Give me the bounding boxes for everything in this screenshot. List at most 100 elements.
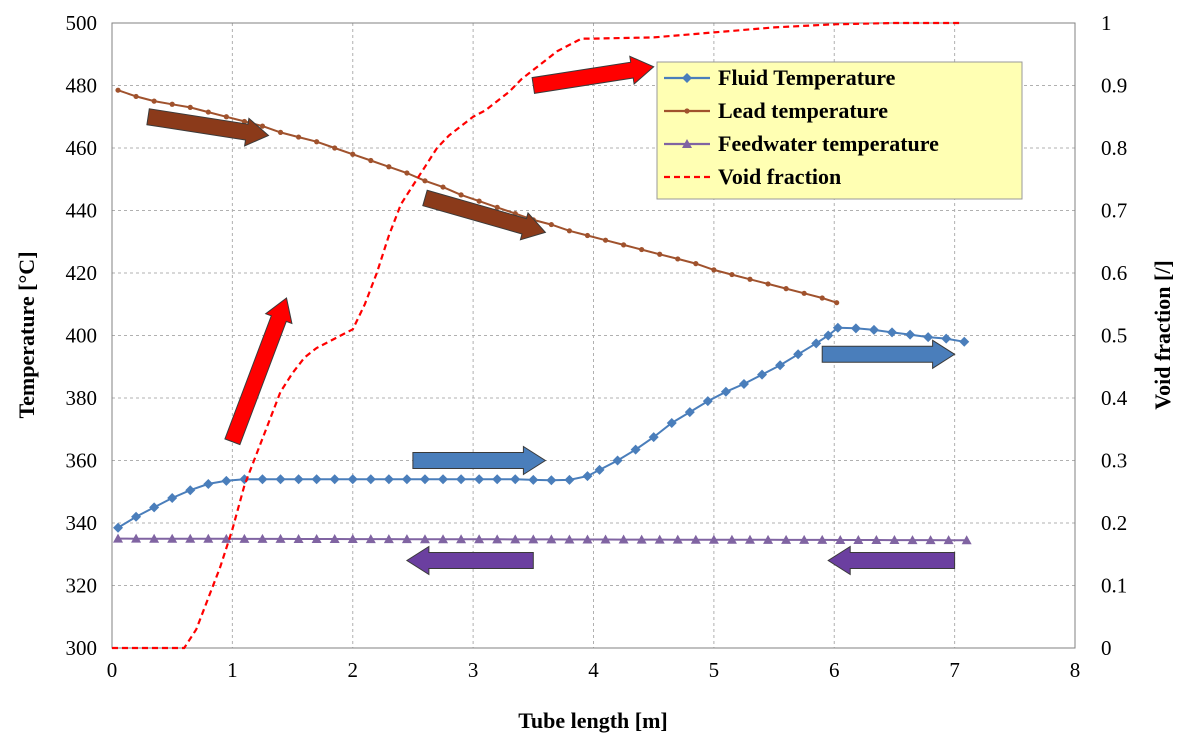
data-point <box>492 474 503 485</box>
data-point <box>295 134 302 140</box>
data-point <box>639 246 645 253</box>
data-point <box>923 332 934 343</box>
data-point <box>528 534 539 544</box>
data-point <box>221 533 232 543</box>
data-point <box>440 184 446 190</box>
data-point <box>169 101 175 107</box>
legend-item: Fluid Temperature <box>664 65 896 90</box>
x-tick-label: 8 <box>1070 658 1081 682</box>
data-point <box>401 474 412 485</box>
data-point <box>185 485 196 496</box>
annotation-arrows <box>146 55 956 576</box>
data-point <box>332 145 338 151</box>
data-point <box>582 471 593 482</box>
data-point <box>905 329 916 340</box>
data-point <box>474 534 485 544</box>
plot-area-border <box>111 22 1076 649</box>
data-point <box>546 475 557 486</box>
data-point <box>943 535 954 545</box>
data-point <box>187 104 193 110</box>
legend: Fluid Temperature Lead temperature Feedwat… <box>656 61 1023 200</box>
data-point <box>684 108 690 114</box>
data-point <box>275 533 286 543</box>
legend-label: Void fraction <box>718 164 841 189</box>
data-point <box>149 502 160 513</box>
data-point <box>329 474 340 485</box>
y-right-tick-label: 0.7 <box>1101 199 1127 223</box>
data-point <box>277 129 284 135</box>
data-point <box>113 522 124 533</box>
data-point <box>205 109 211 115</box>
data-point <box>675 256 681 262</box>
x-tick-label: 5 <box>709 658 720 682</box>
data-point <box>492 534 503 544</box>
data-point <box>293 474 304 485</box>
y-right-tick-label: 0.1 <box>1101 574 1127 598</box>
y-left-tick-label: 460 <box>66 136 98 160</box>
data-point <box>941 333 952 344</box>
data-point <box>648 432 659 443</box>
data-point <box>221 475 232 486</box>
data-point <box>834 300 840 306</box>
data-point <box>401 534 412 544</box>
data-point <box>419 534 430 544</box>
y-right-tick-label: 0 <box>1101 636 1112 660</box>
x-tick-label: 1 <box>227 658 238 682</box>
data-point <box>783 286 789 292</box>
series-line <box>112 21 961 650</box>
data-point <box>383 534 394 544</box>
data-point <box>293 533 304 543</box>
y-left-tick-label: 320 <box>66 574 98 598</box>
data-point <box>757 369 768 380</box>
data-point <box>203 533 214 543</box>
data-point <box>404 170 410 176</box>
data-point <box>811 338 822 349</box>
data-point <box>738 378 749 389</box>
data-point <box>386 164 392 170</box>
data-point <box>474 474 485 485</box>
data-point <box>257 533 268 543</box>
data-point <box>131 511 142 522</box>
data-point <box>203 478 214 489</box>
data-point <box>702 396 713 407</box>
data-point <box>889 535 900 545</box>
data-point <box>259 123 266 129</box>
data-point <box>801 290 807 296</box>
y-left-tick-label: 300 <box>66 636 98 660</box>
data-point <box>223 114 229 120</box>
y-left-tick-label: 340 <box>66 511 98 535</box>
y-right-tick-label: 0.9 <box>1101 74 1127 98</box>
data-point <box>566 228 573 234</box>
data-point <box>618 534 629 544</box>
data-point <box>151 98 157 104</box>
data-point <box>871 535 882 545</box>
y-left-tick-label: 400 <box>66 324 98 348</box>
data-point <box>666 418 677 428</box>
x-tick-label: 2 <box>348 658 359 682</box>
data-point <box>241 118 248 125</box>
data-point <box>548 221 554 228</box>
arrow-blue-1 <box>412 445 547 476</box>
series-feedwater-temperature <box>113 533 972 545</box>
data-point <box>682 73 692 83</box>
data-point <box>311 474 322 485</box>
data-point <box>630 444 641 455</box>
x-tick-label: 0 <box>107 658 118 682</box>
data-point <box>887 327 898 338</box>
data-point <box>329 534 340 544</box>
data-point <box>584 232 591 239</box>
arrow-brown-1 <box>146 108 270 147</box>
x-tick-label: 3 <box>468 658 479 682</box>
data-point <box>582 534 593 544</box>
legend-items: Fluid Temperature Lead temperature Feedwat… <box>664 65 939 189</box>
data-point <box>600 534 611 544</box>
data-point <box>925 535 936 545</box>
data-point <box>528 474 539 485</box>
data-point <box>438 534 449 544</box>
data-point <box>149 533 160 543</box>
data-point <box>167 493 178 503</box>
data-point <box>684 407 695 418</box>
series-void-fraction <box>112 21 961 650</box>
data-point <box>799 534 810 544</box>
